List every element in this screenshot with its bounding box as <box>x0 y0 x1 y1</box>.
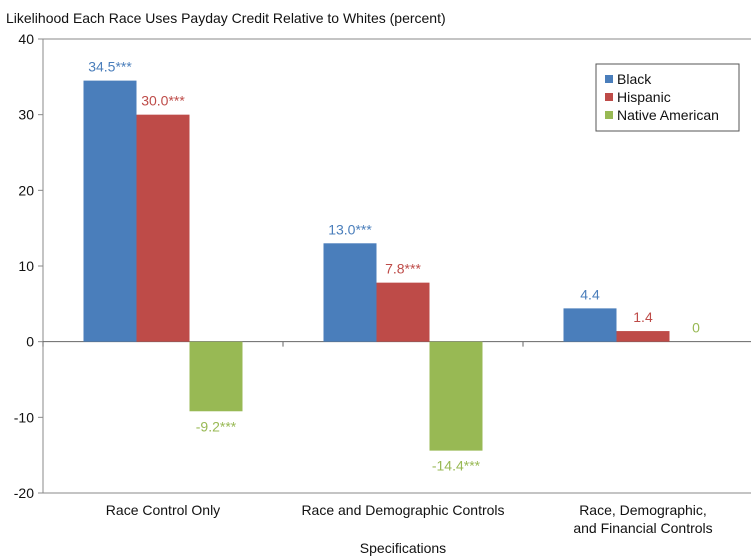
bar-hispanic <box>376 282 430 342</box>
data-label: -9.2*** <box>196 418 237 434</box>
bars <box>83 80 670 451</box>
bar-black <box>323 243 377 342</box>
x-category-label: Race, Demographic, <box>579 502 707 518</box>
data-label: 1.4 <box>633 309 653 325</box>
x-axis: Race Control Only Race and Demographic Co… <box>42 341 751 536</box>
data-label: -14.4*** <box>432 458 481 474</box>
y-tick-label: 10 <box>18 258 34 274</box>
data-label: 30.0*** <box>141 93 185 109</box>
x-category-label: Race Control Only <box>106 502 220 518</box>
legend-swatch <box>605 75 613 83</box>
bar-black <box>563 308 617 342</box>
y-tick-label: 0 <box>26 334 34 350</box>
y-axis: 40 30 20 10 0 -10 -20 <box>14 31 43 501</box>
y-tick-label: -20 <box>14 485 34 501</box>
data-label: 13.0*** <box>328 221 372 237</box>
y-tick-label: 20 <box>18 182 34 198</box>
x-category-label: Race and Demographic Controls <box>301 502 504 518</box>
y-tick-label: 30 <box>18 107 34 123</box>
data-label: 7.8*** <box>385 261 421 277</box>
data-label: 0 <box>692 320 700 336</box>
x-axis-title: Specifications <box>360 540 446 556</box>
data-label: 34.5*** <box>88 59 132 75</box>
y-tick-label: -10 <box>14 409 34 425</box>
legend-entry: Native American <box>617 107 719 123</box>
chart-title: Likelihood Each Race Uses Payday Credit … <box>6 10 446 26</box>
legend-entry: Hispanic <box>617 89 671 105</box>
legend: Black Hispanic Native American <box>595 63 740 132</box>
bar-native-american <box>429 341 483 451</box>
bar-black <box>83 80 137 342</box>
legend-entry: Black <box>617 71 652 87</box>
legend-box <box>595 63 740 132</box>
legend-swatch <box>605 111 613 119</box>
y-tick-label: 40 <box>18 31 34 47</box>
bar-native-american <box>189 341 243 412</box>
data-label: 4.4 <box>580 286 600 302</box>
bar-hispanic <box>136 114 190 342</box>
data-labels: 34.5*** 30.0*** -9.2*** 13.0*** 7.8*** -14.4*… <box>88 59 700 474</box>
x-category-label: and Financial Controls <box>573 520 712 536</box>
bar-hispanic <box>616 331 670 342</box>
legend-swatch <box>605 93 613 101</box>
